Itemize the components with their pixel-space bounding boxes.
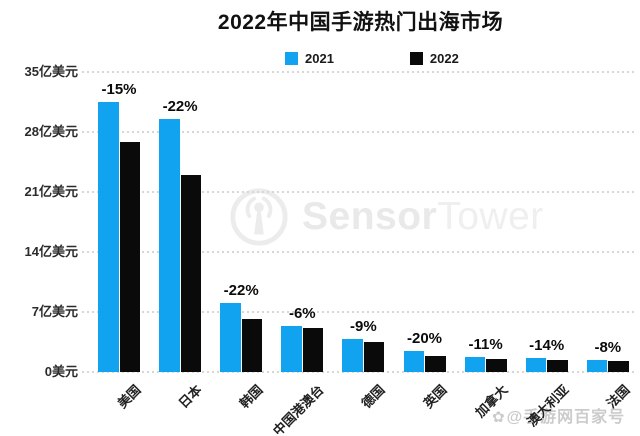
legend-swatch-2022 bbox=[409, 52, 423, 65]
pct-change-label-中国港澳台: -6% bbox=[288, 304, 316, 322]
bar-2022-德国 bbox=[363, 342, 385, 372]
gridline-35 bbox=[82, 71, 636, 73]
bar-2021-加拿大 bbox=[464, 357, 486, 372]
chart-title: 2022年中国手游热门出海市场 bbox=[217, 11, 504, 34]
gridline-7 bbox=[82, 311, 636, 313]
bar-2021-韩国 bbox=[220, 303, 241, 372]
pct-change-label-英国: -20% bbox=[406, 330, 443, 348]
ytick-label-0: 0美元 bbox=[44, 364, 78, 379]
bar-2022-中国港澳台 bbox=[302, 328, 324, 372]
bar-2022-英国 bbox=[425, 355, 446, 372]
ytick-label-28: 28亿美元 bbox=[24, 124, 78, 139]
legend-swatch-2021 bbox=[285, 52, 298, 65]
gridline-0 bbox=[82, 371, 636, 373]
baijiahao-watermark: ✿@手游网百家号 bbox=[492, 403, 625, 427]
bar-2021-日本 bbox=[159, 119, 180, 372]
ytick-label-35: 35亿美元 bbox=[24, 64, 78, 79]
pct-change-label-法国: -8% bbox=[594, 339, 622, 356]
bar-2022-美国 bbox=[119, 142, 140, 372]
bar-2022-加拿大 bbox=[486, 359, 507, 372]
bar-2021-英国 bbox=[403, 351, 424, 372]
gridline-28 bbox=[82, 131, 636, 133]
bar-2022-韩国 bbox=[241, 318, 263, 372]
bar-2021-澳大利亚 bbox=[525, 358, 547, 372]
ytick-label-14: 14亿美元 bbox=[24, 244, 78, 259]
bar-2022-澳大利亚 bbox=[547, 360, 568, 372]
chart-legend: 2021 2022 bbox=[285, 51, 459, 66]
bar-2021-中国港澳台 bbox=[281, 325, 302, 372]
bar-2022-法国 bbox=[608, 360, 629, 372]
bar-2022-日本 bbox=[180, 174, 202, 372]
ytick-label-21: 21亿美元 bbox=[24, 184, 78, 199]
legend-item-2022: 2022 bbox=[409, 51, 459, 66]
bar-2021-法国 bbox=[586, 360, 608, 372]
pct-change-label-日本: -22% bbox=[162, 98, 198, 116]
ytick-label-7: 7亿美元 bbox=[31, 304, 78, 319]
pct-change-label-加拿大: -11% bbox=[468, 336, 503, 354]
pct-change-label-德国: -9% bbox=[350, 318, 377, 336]
legend-label-2022: 2022 bbox=[429, 51, 459, 66]
flower-icon: ✿ bbox=[492, 409, 506, 426]
gridline-21 bbox=[82, 191, 636, 193]
legend-label-2021: 2021 bbox=[305, 51, 334, 66]
xcat-label-美国: 美国 bbox=[114, 382, 144, 412]
legend-item-2021: 2021 bbox=[285, 51, 334, 66]
bar-2021-德国 bbox=[342, 339, 363, 372]
pct-change-label-美国: -15% bbox=[101, 81, 137, 98]
bar-2021-美国 bbox=[98, 102, 119, 372]
baijiahao-watermark-text: @手游网百家号 bbox=[506, 409, 626, 426]
pct-change-label-韩国: -22% bbox=[223, 282, 259, 300]
pct-change-label-澳大利亚: -14% bbox=[529, 337, 565, 355]
gridline-14 bbox=[82, 251, 636, 253]
